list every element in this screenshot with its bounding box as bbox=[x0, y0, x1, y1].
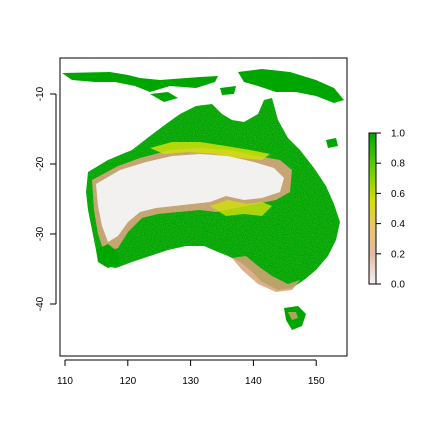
y-tick-label: -40 bbox=[35, 296, 46, 311]
y-tick-label: -10 bbox=[35, 86, 46, 101]
x-tick-label: 120 bbox=[119, 376, 136, 387]
x-axis: 110 120 130 140 150 bbox=[57, 359, 325, 387]
legend-tick-label: 0.4 bbox=[391, 219, 405, 230]
southwest-green bbox=[96, 244, 120, 268]
x-tick-label: 130 bbox=[182, 376, 199, 387]
legend: 0.0 0.2 0.4 0.6 0.8 1.0 bbox=[368, 129, 405, 291]
plot-frame bbox=[59, 57, 348, 357]
png-land bbox=[238, 69, 344, 103]
northern-islands-land bbox=[62, 72, 218, 92]
x-tick-label: 150 bbox=[308, 376, 325, 387]
y-tick-label: -20 bbox=[35, 156, 46, 171]
y-tick-label: -30 bbox=[35, 226, 46, 241]
legend-colorbar bbox=[368, 132, 377, 285]
tasmania-tan bbox=[288, 312, 298, 320]
legend-tick-label: 1.0 bbox=[391, 129, 405, 140]
legend-tick-label: 0.0 bbox=[391, 280, 405, 291]
x-tick-label: 140 bbox=[245, 376, 262, 387]
legend-tick-label: 0.2 bbox=[391, 249, 405, 260]
legend-tick-label: 0.6 bbox=[391, 189, 405, 200]
map-layers bbox=[62, 69, 344, 330]
y-axis: -10 -20 -30 -40 bbox=[35, 86, 57, 311]
southeast-coast-tan bbox=[232, 256, 300, 292]
x-tick-label: 110 bbox=[57, 376, 73, 387]
legend-tick-label: 0.8 bbox=[391, 159, 405, 170]
